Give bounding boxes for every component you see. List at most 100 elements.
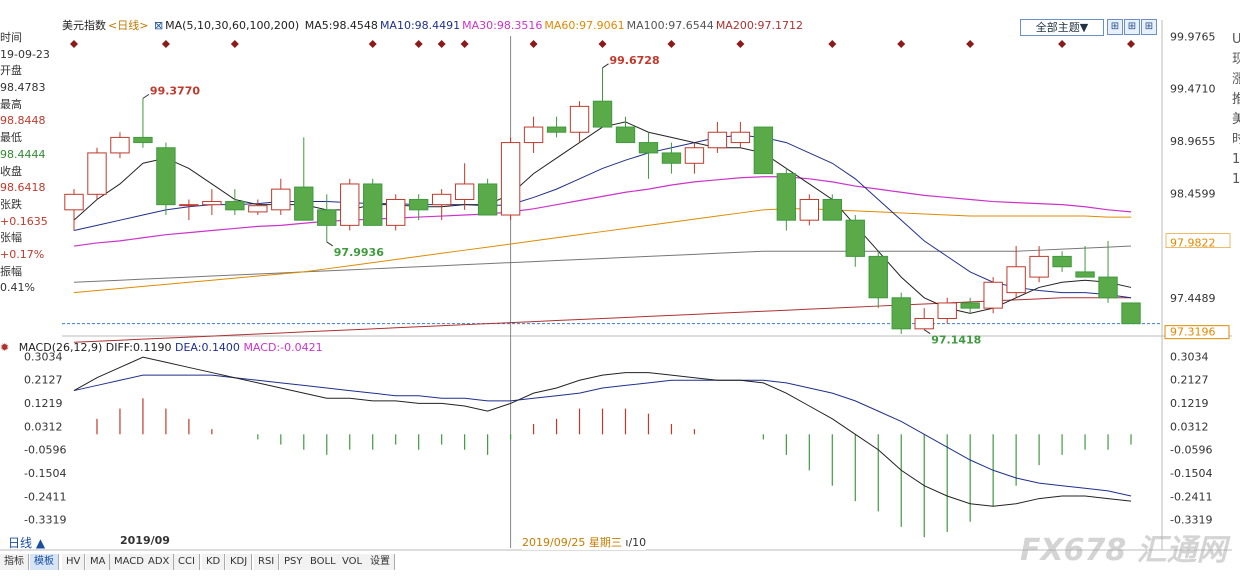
tab-10[interactable]: PSY: [280, 554, 308, 570]
event-marker: [437, 40, 446, 48]
candle-body: [340, 183, 360, 226]
pct-label: 张幅: [0, 231, 22, 245]
macd-tick-label-right: -0.2411: [1170, 490, 1212, 503]
event-marker: [897, 40, 906, 48]
macd-dea-line: [73, 374, 1132, 497]
candle-body: [500, 142, 521, 216]
candle-body: [87, 152, 107, 195]
annotation-pointer: [923, 329, 931, 335]
crosshair-date-text: 2019/09/25 星期三: [522, 536, 626, 549]
candle-body: [1006, 266, 1026, 294]
tab-8[interactable]: KDJ: [226, 554, 253, 570]
close-value: 98.6418: [0, 181, 46, 195]
tab-7[interactable]: KD: [202, 554, 226, 570]
macd-tick-label-left: 0.0312: [24, 420, 63, 433]
macd-diff-line: [73, 356, 1132, 507]
ma-settings-icon[interactable]: ⊠: [153, 19, 164, 32]
tab-13[interactable]: 设置: [366, 554, 395, 570]
event-marker: [368, 40, 377, 48]
ma-value-4: MA100:97.6544: [626, 19, 714, 32]
candle-body: [363, 183, 383, 226]
period-label[interactable]: <日线>: [108, 19, 149, 32]
time-value: 19-09-23: [0, 47, 50, 61]
macd-diff: DIFF:0.1190: [105, 341, 172, 354]
candle-body: [133, 136, 153, 144]
tab-11[interactable]: BOLL: [306, 554, 341, 570]
price-tick-label: 98.9655: [1170, 135, 1216, 148]
tab-1[interactable]: 模板: [30, 554, 59, 570]
macd-header: ✹ MACD(26,12,9) DIFF:0.1190 DEA:0.1400 M…: [0, 341, 323, 355]
ma-value-2: MA30:98.3516: [462, 19, 543, 32]
low-value: 98.4444: [0, 147, 46, 161]
candle-body: [408, 198, 429, 211]
info-panel: 时间 19-09-23 开盘 98.4783 最高 98.8448 最低 98.…: [0, 30, 62, 297]
macd-tick-label-right: -0.3319: [1170, 514, 1212, 527]
close-label: 收盘: [0, 164, 22, 178]
candle-body: [1029, 255, 1049, 278]
extreme-annotation: 99.6728: [610, 54, 660, 67]
candle-body: [891, 297, 911, 330]
macd-tick-label-right: -0.1504: [1170, 467, 1212, 480]
high-label: 最高: [0, 97, 22, 111]
tab-5[interactable]: ADX: [144, 554, 175, 570]
candle-body: [592, 100, 613, 128]
grid-icon-3[interactable]: ⊞: [1141, 19, 1157, 35]
macd-tick-label-right: -0.0596: [1170, 444, 1212, 457]
theme-select[interactable]: 全部主题▼: [1020, 19, 1104, 36]
tab-3[interactable]: MA: [86, 554, 111, 570]
open-value: 98.4783: [0, 81, 46, 95]
chart-header: 美元指数 <日线> ⊠ MA(5,10,30,60,100,200) MA5:98.…: [62, 18, 807, 34]
event-marker: [966, 40, 975, 48]
ma-value-3: MA60:97.9061: [544, 19, 625, 32]
open-label: 开盘: [0, 64, 22, 78]
grid-icon[interactable]: ⊞: [1107, 19, 1123, 35]
last-price-label: 97.3196: [1170, 326, 1216, 339]
candle-body: [386, 198, 406, 226]
ma60-tick-label: 97.9822: [1170, 237, 1216, 250]
candle-body: [661, 152, 682, 164]
macd-dea: DEA:0.1400: [174, 341, 240, 354]
extreme-annotation: 97.9936: [334, 246, 384, 259]
macd-tick-label-left: -0.3319: [24, 514, 66, 527]
candle-body: [914, 317, 934, 330]
candle-body: [110, 136, 130, 154]
candle-body: [730, 131, 751, 144]
tab-2[interactable]: HV: [62, 554, 86, 570]
event-marker: [529, 40, 538, 48]
change-value: +0.1635: [0, 214, 48, 228]
macd-title[interactable]: MACD(26,12,9): [18, 341, 103, 354]
candle-body: [1121, 302, 1141, 325]
macd-settings-icon[interactable]: ✹: [0, 341, 10, 354]
candle-body: [799, 198, 820, 221]
tab-12[interactable]: VOL: [338, 554, 368, 570]
event-marker: [667, 40, 676, 48]
indicator-tabs: 指标 模板 HV MA MACD ADX CCI KD KDJ RSI PSY BOLL VOL 设置: [0, 552, 1240, 583]
macd-tick-label-right: 0.2127: [1170, 374, 1209, 387]
ma5-line: [73, 121, 1132, 314]
candle-body: [248, 205, 268, 213]
ma-settings[interactable]: MA(5,10,30,60,100,200): [165, 19, 300, 32]
tab-0[interactable]: 指标: [0, 554, 29, 570]
ma-value-5: MA200:97.1712: [715, 19, 804, 32]
candle-body: [454, 183, 475, 200]
macd-value: MACD:-0.0421: [243, 341, 323, 354]
candle-body: [937, 302, 957, 319]
macd-tick-label-left: -0.0596: [24, 444, 66, 457]
period-button[interactable]: 日线 ▲: [8, 536, 46, 550]
ma60-line: [73, 208, 1132, 294]
candle-body: [294, 186, 314, 221]
candle-body: [845, 219, 865, 257]
price-tick-label: 97.4489: [1170, 292, 1216, 305]
candle-body: [546, 126, 567, 133]
extreme-annotation: 99.3770: [150, 84, 200, 97]
candle-body: [179, 204, 199, 207]
watermark-logo: FX678 汇通网: [1020, 533, 1227, 568]
candle-body: [822, 198, 842, 221]
macd-tick-label-left: 0.3034: [24, 350, 63, 363]
macd-tick-label-left: 0.2127: [24, 374, 63, 387]
tab-9[interactable]: RSI: [254, 554, 280, 570]
tab-6[interactable]: CCI: [174, 554, 200, 570]
grid-icon-2[interactable]: ⊞: [1124, 19, 1140, 35]
last-price-box: [1164, 325, 1230, 340]
